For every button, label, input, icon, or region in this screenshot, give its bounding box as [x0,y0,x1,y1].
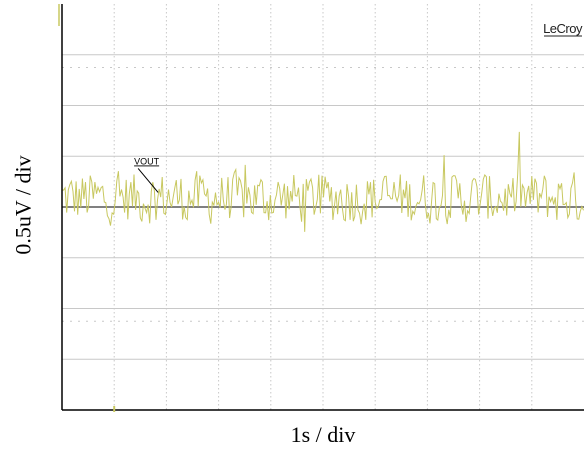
x-axis-label: 1s / div [290,422,356,447]
vout-series-label: VOUT [134,156,160,166]
vout-marker: VOUT [134,156,160,193]
vout-trace [62,131,584,232]
vout-marker-tick [137,168,159,193]
lecroy-logo: LeCroy [543,21,583,36]
